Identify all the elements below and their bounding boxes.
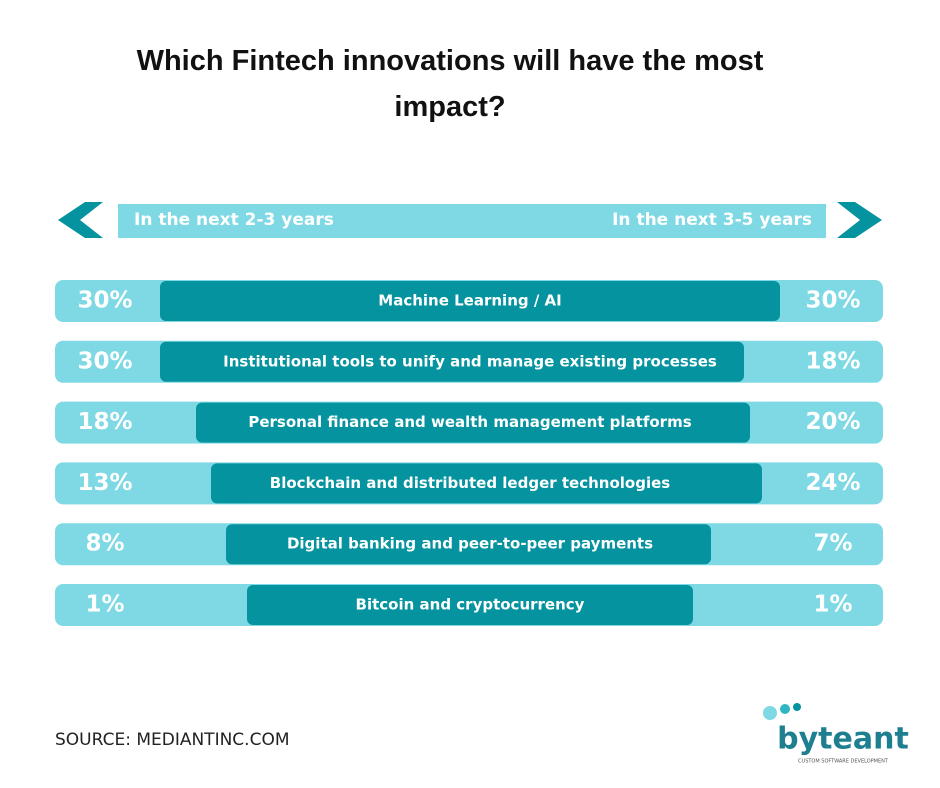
value-label: 1% xyxy=(85,592,124,618)
value-label: 30% xyxy=(77,288,132,314)
logo-name: byteant xyxy=(777,722,909,757)
category-label: Digital banking and peer-to-peer payment… xyxy=(287,535,653,553)
logo-dot xyxy=(763,706,777,720)
left-period-label: In the next 2-3 years xyxy=(134,210,334,230)
bar xyxy=(160,341,744,382)
logo-dot xyxy=(780,704,790,714)
value-label: 30% xyxy=(805,288,860,314)
category-label: Machine Learning / AI xyxy=(378,292,561,310)
value-label: 7% xyxy=(813,531,852,557)
value-label: 1% xyxy=(813,592,852,618)
value-label: 8% xyxy=(85,531,124,557)
value-label: 30% xyxy=(77,348,132,374)
value-label: 24% xyxy=(805,470,860,496)
bar xyxy=(226,524,711,565)
bar xyxy=(196,402,750,443)
category-label: Bitcoin and cryptocurrency xyxy=(356,596,585,614)
chart-title: Which Fintech innovations will have the … xyxy=(136,45,764,123)
value-label: 20% xyxy=(805,409,860,435)
value-label: 13% xyxy=(77,470,132,496)
header-band xyxy=(118,204,826,238)
value-label: 18% xyxy=(805,348,860,374)
logo-dot xyxy=(793,703,801,711)
bar xyxy=(211,463,762,504)
right-arrow xyxy=(837,202,882,238)
right-period-label: In the next 3-5 years xyxy=(612,210,812,230)
left-arrow xyxy=(58,202,103,238)
logo-tagline: CUSTOM SOFTWARE DEVELOPMENT xyxy=(798,759,889,765)
category-label: Personal finance and wealth management p… xyxy=(248,413,691,431)
value-label: 18% xyxy=(77,409,132,435)
source: SOURCE: MEDIANTINC.COM xyxy=(55,730,290,750)
bar xyxy=(160,281,780,321)
category-label: Institutional tools to unify and manage … xyxy=(223,352,717,370)
category-label: Blockchain and distributed ledger techno… xyxy=(270,474,670,492)
bar xyxy=(247,585,693,625)
